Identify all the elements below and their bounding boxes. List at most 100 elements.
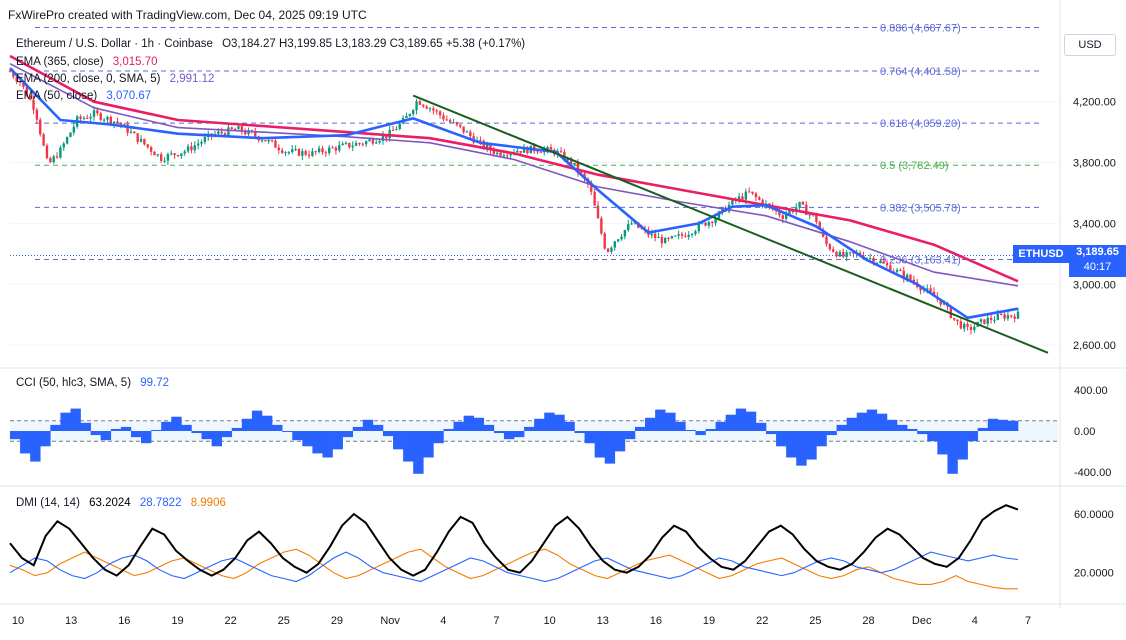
cci-pane[interactable] — [10, 408, 1058, 474]
candle-body — [596, 205, 600, 219]
candle-body — [868, 258, 872, 260]
cci-bar — [907, 428, 918, 431]
candle-body — [186, 146, 190, 152]
candle-body — [432, 108, 435, 111]
price-tick-label: 2,600.00 — [1073, 340, 1116, 352]
candle-body — [952, 318, 956, 320]
candle-body — [136, 133, 139, 142]
cci-bar — [201, 431, 212, 440]
candle-body — [156, 154, 160, 156]
last-price-box: 3,189.65 40:17 — [1069, 245, 1126, 277]
cci-bar — [40, 431, 51, 447]
cci-bar — [705, 428, 716, 431]
candle-body — [942, 302, 946, 305]
candle-body — [781, 215, 784, 219]
candle-body — [805, 204, 808, 215]
candle-body — [1013, 316, 1016, 319]
candle-body — [149, 147, 153, 152]
cci-bar — [614, 431, 626, 452]
candle-body — [650, 233, 653, 236]
candle-body — [304, 151, 307, 155]
candle-body — [15, 76, 18, 82]
x-tick-label: 13 — [65, 615, 77, 627]
candle-body — [680, 234, 684, 236]
candle-body — [973, 326, 976, 331]
candle-body — [260, 140, 264, 142]
cci-legend[interactable]: CCI (50, hlc3, SMA, 5) 99.72 — [16, 377, 169, 389]
candle-body — [546, 146, 549, 150]
candle-body — [499, 152, 502, 156]
cci-bar — [151, 429, 162, 431]
cci-bar — [30, 431, 41, 462]
symbol-legend[interactable]: Ethereum / U.S. Dollar · 1h · Coinbase O… — [16, 38, 525, 50]
candle-body — [12, 71, 15, 77]
candle-body — [569, 158, 573, 165]
candle-body — [422, 104, 425, 107]
candle-body — [744, 191, 748, 200]
cci-bar — [897, 424, 908, 431]
candle-body — [102, 119, 106, 121]
candle-body — [109, 116, 112, 124]
candle-body — [371, 139, 375, 144]
x-tick-label: 16 — [118, 615, 130, 627]
ema365-legend[interactable]: EMA (365, close) 3,015.70 — [16, 56, 158, 68]
price-pane[interactable] — [8, 54, 1049, 354]
candle-body — [489, 144, 492, 151]
candle-body — [364, 141, 368, 145]
candle-body — [331, 147, 334, 149]
candle-body — [875, 262, 879, 264]
candle-body — [902, 270, 905, 279]
candle-body — [737, 196, 741, 201]
candle-body — [479, 140, 482, 142]
dmi-legend[interactable]: DMI (14, 14) 63.2024 28.7822 8.9906 — [16, 497, 226, 509]
candle-body — [852, 252, 855, 254]
dmi-tick-label: 60.0000 — [1074, 509, 1114, 521]
cci-bar — [241, 418, 253, 431]
ema200-label: EMA (200, close, 0, SMA, 5) — [16, 73, 161, 85]
cci-bar — [514, 431, 525, 438]
minus-di-line — [9, 548, 1018, 590]
cci-bar — [725, 414, 737, 431]
cci-bar — [594, 431, 606, 458]
candle-body — [630, 223, 633, 225]
candle-body — [580, 172, 583, 174]
candle-body — [334, 147, 338, 151]
cci-bar — [141, 431, 152, 444]
candle-body — [963, 323, 966, 329]
candle-body — [583, 173, 586, 179]
candle-body — [566, 158, 569, 161]
candle-body — [657, 237, 660, 239]
cci-bar — [937, 431, 948, 455]
cci-bar — [413, 431, 424, 474]
currency-selector[interactable]: USD — [1064, 34, 1116, 56]
candle-body — [989, 317, 993, 321]
candle-body — [116, 121, 119, 123]
cci-bar — [372, 424, 384, 431]
candle-body — [65, 137, 69, 144]
candle-body — [391, 129, 395, 131]
x-tick-label: 22 — [756, 615, 768, 627]
candle-body — [368, 139, 371, 142]
candle-body — [983, 319, 986, 324]
candle-body — [176, 155, 180, 157]
candle-body — [196, 143, 200, 146]
candle-body — [798, 201, 801, 208]
candle-body — [670, 236, 674, 239]
ema50-legend[interactable]: EMA (50, close) 3,070.67 — [16, 90, 151, 102]
candle-body — [307, 154, 311, 156]
candle-body — [832, 249, 835, 252]
candle-body — [49, 158, 52, 163]
candle-body — [606, 248, 610, 252]
price-tick-label: 4,200.00 — [1073, 97, 1116, 109]
cci-bar — [604, 431, 616, 464]
ema200-legend[interactable]: EMA (200, close, 0, SMA, 5) 2,991.12 — [16, 73, 214, 85]
candle-body — [358, 143, 361, 145]
dmi-pane[interactable] — [9, 504, 1019, 590]
candle-body — [613, 241, 616, 248]
candle-body — [620, 236, 623, 240]
candle-body — [398, 123, 401, 130]
candle-body — [223, 133, 227, 136]
candle-body — [428, 108, 432, 110]
cci-bar — [745, 411, 757, 431]
